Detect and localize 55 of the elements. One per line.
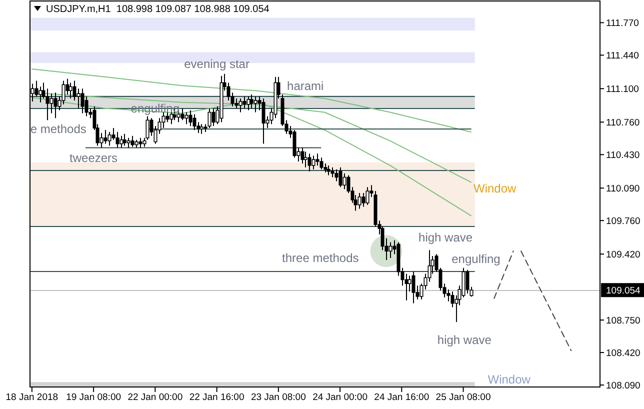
- candlestick: [112, 128, 116, 140]
- candlestick: [234, 98, 238, 109]
- candlestick: [246, 96, 250, 111]
- annotation: harami: [287, 78, 324, 93]
- annotation: e methods: [30, 122, 86, 136]
- annotation: high wave: [437, 332, 492, 347]
- candlestick: [312, 155, 316, 170]
- x-tick-label: 22 Jan 00:00: [128, 392, 183, 403]
- candlestick: [46, 88, 50, 121]
- y-tick-label: 108.420: [606, 348, 640, 359]
- x-tick-label: 23 Jan 08:00: [250, 392, 306, 403]
- x-tick-label: 24 Jan 00:00: [312, 392, 368, 403]
- y-tick-label: 111.440: [606, 50, 639, 62]
- y-tick-label: 110.090: [606, 183, 640, 194]
- annotation: engulfing: [452, 252, 500, 266]
- candlestick: [196, 122, 200, 134]
- annotation: Window: [474, 181, 517, 196]
- candlestick: [366, 186, 370, 206]
- y-tick-label: 108.090: [606, 380, 640, 392]
- candlestick: [250, 94, 254, 109]
- chart-title: USDJPY.m,H1 108.998 109.087 108.988 109.054: [46, 4, 270, 15]
- candlestick: [34, 80, 38, 98]
- annotation: high wave: [418, 230, 473, 245]
- x-tick-label: 18 Jan 2018: [6, 392, 58, 403]
- candlestick: [362, 192, 366, 208]
- candlestick: [38, 86, 42, 103]
- y-tick-label: 108.750: [606, 315, 640, 326]
- x-tick-label: 25 Jan 08:00: [436, 392, 491, 403]
- y-tick-label: 110.430: [606, 150, 640, 161]
- x-tick-label: 24 Jan 16:00: [374, 392, 430, 403]
- candlestick: [254, 96, 258, 113]
- ref-line-label: 109.054: [606, 285, 640, 296]
- x-tick-label: 22 Jan 16:00: [189, 392, 244, 403]
- y-tick-label: 110.760: [606, 117, 640, 128]
- y-tick-label: 109.420: [606, 249, 640, 260]
- y-tick-label: 111.100: [606, 84, 639, 95]
- candlestick: [76, 88, 80, 109]
- annotation: tweezers: [70, 150, 118, 165]
- x-tick-label: 19 Jan 08:00: [66, 392, 122, 403]
- annotation: three methods: [282, 251, 359, 266]
- y-tick-label: 109.760: [606, 216, 640, 227]
- candlestick: [316, 153, 320, 166]
- candlestick: [242, 96, 246, 109]
- candlestick: [308, 153, 312, 172]
- y-tick-label: 111.770: [606, 18, 639, 29]
- candlestick: [304, 151, 308, 168]
- candlestick: [446, 289, 450, 302]
- candlestick: [320, 157, 324, 170]
- annotation: evening star: [184, 57, 250, 72]
- candlestick: [238, 98, 242, 113]
- candlestick: [50, 93, 54, 114]
- annotation: Window: [488, 372, 531, 386]
- candlestick: [54, 92, 58, 119]
- candlestick: [200, 124, 204, 134]
- candlestick: [326, 164, 330, 176]
